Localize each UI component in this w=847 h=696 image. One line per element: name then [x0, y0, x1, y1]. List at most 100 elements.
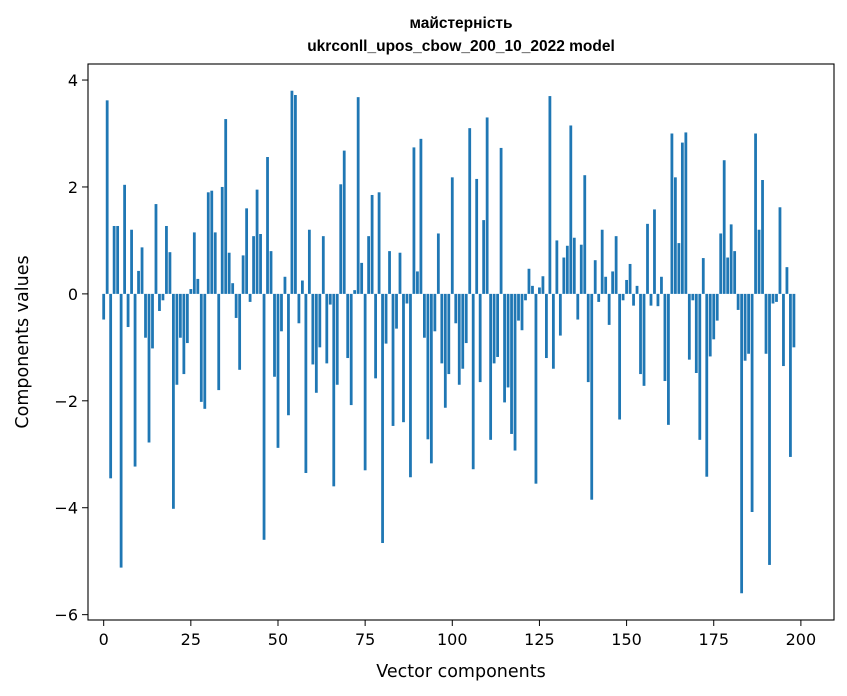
bar-180 [729, 224, 733, 294]
bar-162 [667, 293, 670, 425]
bar-127 [545, 293, 548, 359]
bar-62 [318, 293, 322, 348]
bar-64 [325, 293, 329, 364]
bar-165 [677, 243, 681, 294]
bar-43 [252, 236, 255, 294]
bar-169 [691, 293, 695, 301]
bar-13 [147, 293, 151, 443]
bar-184 [743, 293, 747, 361]
bar-46 [262, 293, 266, 540]
bar-10 [137, 270, 140, 294]
bar-98 [443, 293, 447, 408]
bar-95 [433, 293, 437, 332]
bar-160 [660, 276, 663, 294]
bar-168 [687, 293, 691, 360]
bar-91 [419, 138, 423, 294]
bar-61 [314, 293, 318, 393]
bar-99 [447, 293, 451, 375]
bar-156 [646, 223, 649, 294]
bar-152 [632, 293, 635, 306]
bar-149 [621, 293, 625, 301]
y-tick-label: 2 [68, 178, 78, 197]
bar-85 [398, 252, 402, 294]
bar-47 [266, 157, 269, 294]
bar-7 [126, 293, 130, 328]
bar-192 [771, 293, 775, 304]
bar-96 [436, 233, 440, 294]
bar-191 [768, 293, 771, 565]
bar-73 [356, 97, 360, 294]
ticks-group: 0 25 50 75 100 125 150 175 200 −6 −4 −2 0 2 4 [54, 71, 816, 649]
bar-194 [778, 207, 782, 294]
bar-79 [377, 192, 381, 294]
bar-151 [628, 263, 632, 294]
bar-197 [789, 293, 792, 457]
bar-183 [740, 293, 744, 594]
y-tick-label: 4 [68, 71, 78, 90]
bar-82 [388, 251, 391, 294]
bar-106 [471, 293, 475, 470]
bar-164 [673, 177, 677, 294]
bar-111 [489, 293, 493, 440]
bar-126 [541, 276, 545, 294]
bar-187 [754, 133, 757, 294]
bar-42 [248, 293, 252, 302]
bar-19 [168, 252, 172, 294]
bar-20 [172, 293, 175, 509]
bar-68 [339, 184, 343, 294]
bar-130 [555, 240, 559, 294]
bar-53 [287, 293, 290, 416]
bar-84 [395, 293, 398, 329]
bar-97 [440, 293, 444, 364]
bar-196 [785, 267, 789, 294]
chart-subtitle: ukrconll_upos_cbow_200_10_2022 model [307, 38, 615, 55]
chart-title: майстерність [409, 15, 512, 32]
bars-group [102, 90, 796, 594]
bar-12 [144, 293, 147, 338]
bar-158 [653, 209, 656, 294]
bar-87 [405, 293, 409, 304]
bar-94 [429, 293, 433, 464]
bar-89 [412, 147, 416, 294]
y-axis-label: Components values [13, 255, 33, 428]
bar-171 [698, 293, 702, 440]
bar-109 [482, 220, 486, 294]
bar-115 [503, 293, 506, 403]
bar-26 [192, 232, 196, 294]
bar-75 [363, 293, 367, 471]
bar-38 [234, 293, 238, 318]
bar-138 [583, 175, 587, 294]
bar-144 [604, 276, 608, 294]
bar-139 [586, 293, 590, 383]
bar-76 [367, 236, 371, 294]
bar-22 [178, 293, 182, 338]
bar-112 [492, 293, 496, 364]
bar-93 [426, 293, 430, 440]
bar-39 [238, 293, 242, 370]
bar-119 [517, 293, 520, 321]
bar-6 [123, 184, 126, 294]
bar-108 [478, 293, 482, 383]
bar-181 [733, 251, 737, 294]
bar-161 [663, 293, 667, 382]
bar-125 [538, 287, 541, 294]
bar-77 [370, 194, 374, 294]
bar-32 [213, 232, 217, 294]
bar-28 [199, 293, 203, 402]
bar-50 [276, 293, 280, 448]
bar-70 [346, 293, 350, 359]
bar-153 [635, 285, 639, 294]
bar-170 [694, 293, 698, 373]
y-tick-label: −2 [54, 392, 78, 411]
bar-11 [140, 247, 144, 294]
bar-15 [154, 204, 158, 294]
bar-172 [701, 258, 705, 294]
bar-45 [259, 234, 262, 294]
bar-189 [761, 180, 764, 294]
bar-34 [220, 186, 224, 294]
x-axis-label: Vector components [376, 662, 545, 682]
bar-176 [715, 293, 719, 321]
bar-21 [175, 293, 179, 385]
x-tick-label: 50 [268, 630, 288, 649]
